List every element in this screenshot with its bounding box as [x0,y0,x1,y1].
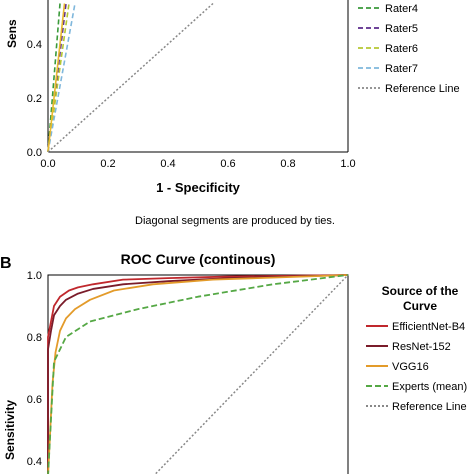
panel-b-legend-label-experts-mean: Experts (mean) [392,381,467,393]
panel-a-x-tick: 0.0 [40,158,55,170]
panel-b-legend-label-efficientnet-b4: EfficientNet-B4 [392,321,465,333]
panel-a-legend-label-rater6: Rater6 [385,43,418,55]
panel-a-x-tick: 0.4 [160,158,175,170]
panel-a-y-tick: 0.4 [27,39,42,51]
panel-a-x-ticks: 0.0 0.2 0.4 0.6 0.8 1.0 [40,158,355,170]
panel-a-legend-label-rater4: Rater4 [385,3,418,15]
panel-b-line-resnet-152 [47,274,349,474]
panel-b-line-vgg16 [47,274,349,474]
legend-title-line2: Curve [403,299,437,313]
panel-b-y-ticks: 1.0 0.8 0.6 0.4 [27,270,42,468]
panel-a-x-tick: 0.8 [280,158,295,170]
panel-b-legend-label-vgg16: VGG16 [392,361,429,373]
panel-b-legend: EfficientNet-B4 ResNet-152 VGG16 Experts (m… [366,321,467,413]
ties-note: Diagonal segments are produced by ties. [135,215,335,227]
panel-a-legend: Rater4 Rater5 Rater6 Rater7 Reference Line [358,3,460,95]
panel-b-curves [47,274,349,474]
legend-title-line1: Source of the [382,284,459,298]
panel-b-y-tick: 0.6 [27,394,42,406]
panel-a-x-tick: 0.6 [220,158,235,170]
panel-a-legend-label-rater5: Rater5 [385,23,418,35]
panel-a-y-tick: 0.0 [27,147,42,159]
panel-a-xlabel: 1 - Specificity [156,180,241,195]
panel-a-line-reference-line [47,2,214,153]
panel-b-ylabel: Sensitivity [3,400,17,460]
panel-a-x-tick: 1.0 [340,158,355,170]
panel-b-legend-label-reference-line: Reference Line [392,401,467,413]
panel-a: Sens 0.0 0.2 0.4 0.6 0.8 1.0 0.0 0.2 0.4 1 - Sp… [5,0,460,227]
panel-b-legend-label-resnet-152: ResNet-152 [392,341,451,353]
panel-b: B ROC Curve (continous) Sensitivity 1.0 0… [0,251,467,474]
panel-a-line-yellow [47,3,66,153]
panel-b-line-efficientnet-b4 [47,274,349,474]
panel-b-line-reference-line [154,274,349,474]
panel-a-legend-label-rater7: Rater7 [385,63,418,75]
panel-a-ylabel: Sens [5,19,19,48]
panel-a-line-rater7 [47,3,76,153]
panel-b-y-tick: 1.0 [27,270,42,282]
panel-b-frame [47,274,349,474]
panel-b-letter: B [0,255,12,272]
panel-a-x-tick: 0.2 [100,158,115,170]
panel-b-y-tick: 0.8 [27,332,42,344]
panel-a-legend-label-reference-line: Reference Line [385,83,460,95]
panel-a-y-ticks: 0.0 0.2 0.4 [27,39,42,159]
panel-a-curves [47,2,214,153]
panel-b-line-experts-mean [47,274,349,474]
panel-b-title: ROC Curve (continous) [121,251,276,267]
panel-a-y-tick: 0.2 [27,93,42,105]
panel-b-y-tick: 0.4 [27,456,42,468]
